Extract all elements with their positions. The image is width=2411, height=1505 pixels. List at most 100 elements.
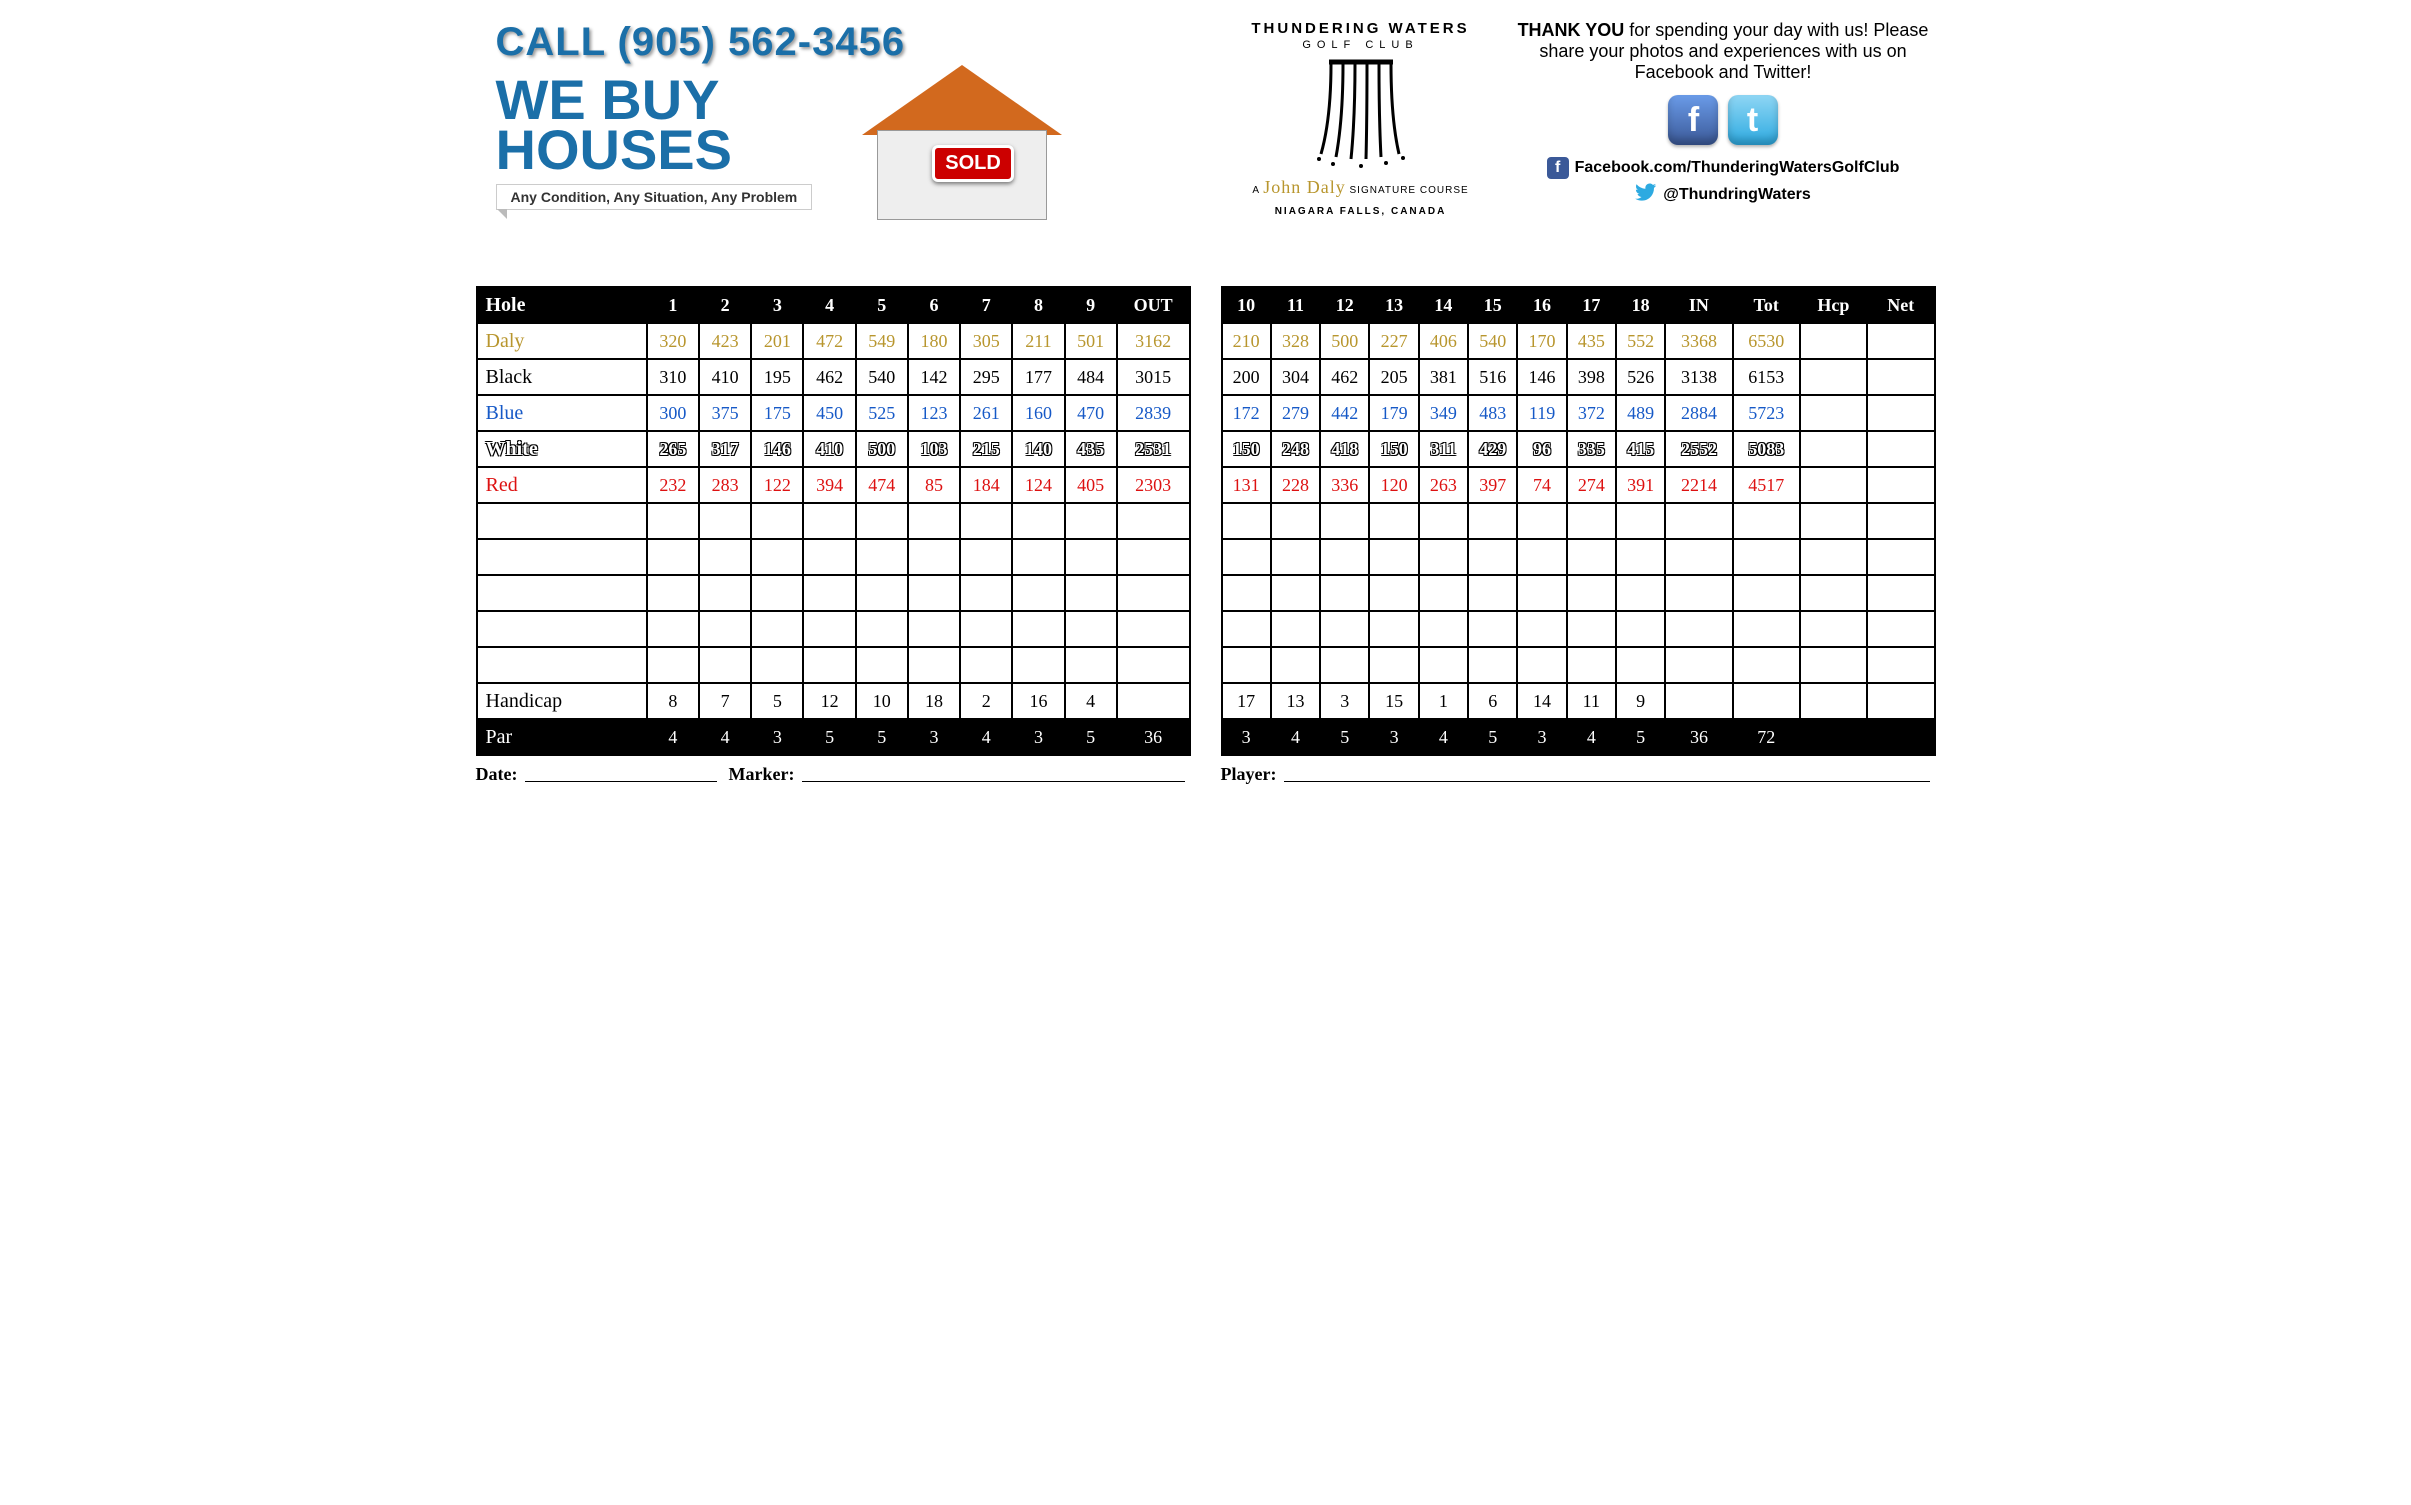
score-cell[interactable] — [647, 503, 699, 539]
score-cell[interactable] — [699, 503, 751, 539]
score-cell[interactable] — [908, 611, 960, 647]
score-cell[interactable] — [1369, 503, 1418, 539]
twitter-icon[interactable]: t — [1728, 95, 1778, 145]
score-cell[interactable] — [1065, 647, 1117, 683]
score-cell[interactable] — [1468, 539, 1517, 575]
score-cell[interactable] — [803, 539, 855, 575]
score-cell[interactable] — [751, 503, 803, 539]
score-cell[interactable] — [751, 539, 803, 575]
score-cell[interactable] — [647, 611, 699, 647]
score-cell[interactable] — [1665, 539, 1732, 575]
score-cell[interactable] — [647, 647, 699, 683]
score-cell[interactable] — [751, 647, 803, 683]
score-cell[interactable] — [1468, 611, 1517, 647]
score-cell[interactable] — [1222, 503, 1271, 539]
facebook-icon[interactable]: f — [1668, 95, 1718, 145]
score-cell[interactable] — [908, 575, 960, 611]
score-cell[interactable] — [1419, 611, 1468, 647]
score-cell[interactable] — [1222, 539, 1271, 575]
score-cell[interactable] — [1616, 611, 1665, 647]
score-cell[interactable] — [1271, 539, 1320, 575]
score-cell[interactable] — [1222, 611, 1271, 647]
score-cell[interactable] — [699, 647, 751, 683]
score-cell[interactable] — [908, 503, 960, 539]
score-cell[interactable] — [1320, 611, 1369, 647]
score-cell[interactable] — [803, 611, 855, 647]
score-cell[interactable] — [856, 611, 908, 647]
score-cell[interactable] — [1733, 539, 1800, 575]
score-cell[interactable] — [699, 611, 751, 647]
score-cell[interactable] — [751, 575, 803, 611]
score-cell[interactable] — [1012, 503, 1064, 539]
score-cell[interactable] — [1271, 503, 1320, 539]
score-cell[interactable] — [856, 647, 908, 683]
score-cell[interactable] — [1665, 575, 1732, 611]
score-cell[interactable] — [1665, 611, 1732, 647]
score-cell[interactable] — [477, 503, 647, 539]
score-cell[interactable] — [1222, 647, 1271, 683]
score-cell[interactable] — [1117, 575, 1190, 611]
score-cell[interactable] — [1867, 539, 1934, 575]
score-cell[interactable] — [960, 503, 1012, 539]
score-cell[interactable] — [1567, 539, 1616, 575]
score-cell[interactable] — [856, 539, 908, 575]
score-cell[interactable] — [1012, 575, 1064, 611]
score-cell[interactable] — [1867, 575, 1934, 611]
score-cell[interactable] — [1117, 611, 1190, 647]
score-cell[interactable] — [1517, 575, 1566, 611]
score-cell[interactable] — [1271, 647, 1320, 683]
score-cell[interactable] — [1800, 539, 1867, 575]
score-cell[interactable] — [1222, 575, 1271, 611]
score-cell[interactable] — [1733, 503, 1800, 539]
score-cell[interactable] — [477, 647, 647, 683]
score-cell[interactable] — [1567, 575, 1616, 611]
score-cell[interactable] — [1012, 647, 1064, 683]
score-cell[interactable] — [803, 503, 855, 539]
score-cell[interactable] — [1012, 539, 1064, 575]
score-cell[interactable] — [699, 575, 751, 611]
score-cell[interactable] — [908, 647, 960, 683]
score-cell[interactable] — [1616, 539, 1665, 575]
score-cell[interactable] — [1320, 503, 1369, 539]
player-line[interactable] — [1284, 764, 1929, 782]
score-cell[interactable] — [1567, 611, 1616, 647]
score-cell[interactable] — [1567, 503, 1616, 539]
score-cell[interactable] — [856, 575, 908, 611]
score-cell[interactable] — [908, 539, 960, 575]
score-cell[interactable] — [1065, 503, 1117, 539]
score-cell[interactable] — [1468, 647, 1517, 683]
score-cell[interactable] — [960, 611, 1012, 647]
score-cell[interactable] — [1468, 503, 1517, 539]
score-cell[interactable] — [1065, 575, 1117, 611]
score-cell[interactable] — [1517, 611, 1566, 647]
score-cell[interactable] — [1517, 647, 1566, 683]
score-cell[interactable] — [1665, 647, 1732, 683]
score-cell[interactable] — [1117, 503, 1190, 539]
score-cell[interactable] — [1320, 539, 1369, 575]
score-cell[interactable] — [1800, 575, 1867, 611]
score-cell[interactable] — [1320, 647, 1369, 683]
score-cell[interactable] — [1800, 503, 1867, 539]
score-cell[interactable] — [477, 539, 647, 575]
score-cell[interactable] — [1800, 611, 1867, 647]
score-cell[interactable] — [856, 503, 908, 539]
score-cell[interactable] — [803, 575, 855, 611]
score-cell[interactable] — [1419, 575, 1468, 611]
score-cell[interactable] — [1567, 647, 1616, 683]
score-cell[interactable] — [1369, 575, 1418, 611]
score-cell[interactable] — [751, 611, 803, 647]
score-cell[interactable] — [477, 575, 647, 611]
score-cell[interactable] — [1065, 539, 1117, 575]
score-cell[interactable] — [1271, 611, 1320, 647]
score-cell[interactable] — [1065, 611, 1117, 647]
marker-line[interactable] — [802, 764, 1184, 782]
score-cell[interactable] — [1419, 647, 1468, 683]
score-cell[interactable] — [1733, 611, 1800, 647]
score-cell[interactable] — [1369, 539, 1418, 575]
score-cell[interactable] — [803, 647, 855, 683]
score-cell[interactable] — [1867, 647, 1934, 683]
score-cell[interactable] — [647, 539, 699, 575]
score-cell[interactable] — [1419, 503, 1468, 539]
score-cell[interactable] — [1800, 647, 1867, 683]
score-cell[interactable] — [477, 611, 647, 647]
